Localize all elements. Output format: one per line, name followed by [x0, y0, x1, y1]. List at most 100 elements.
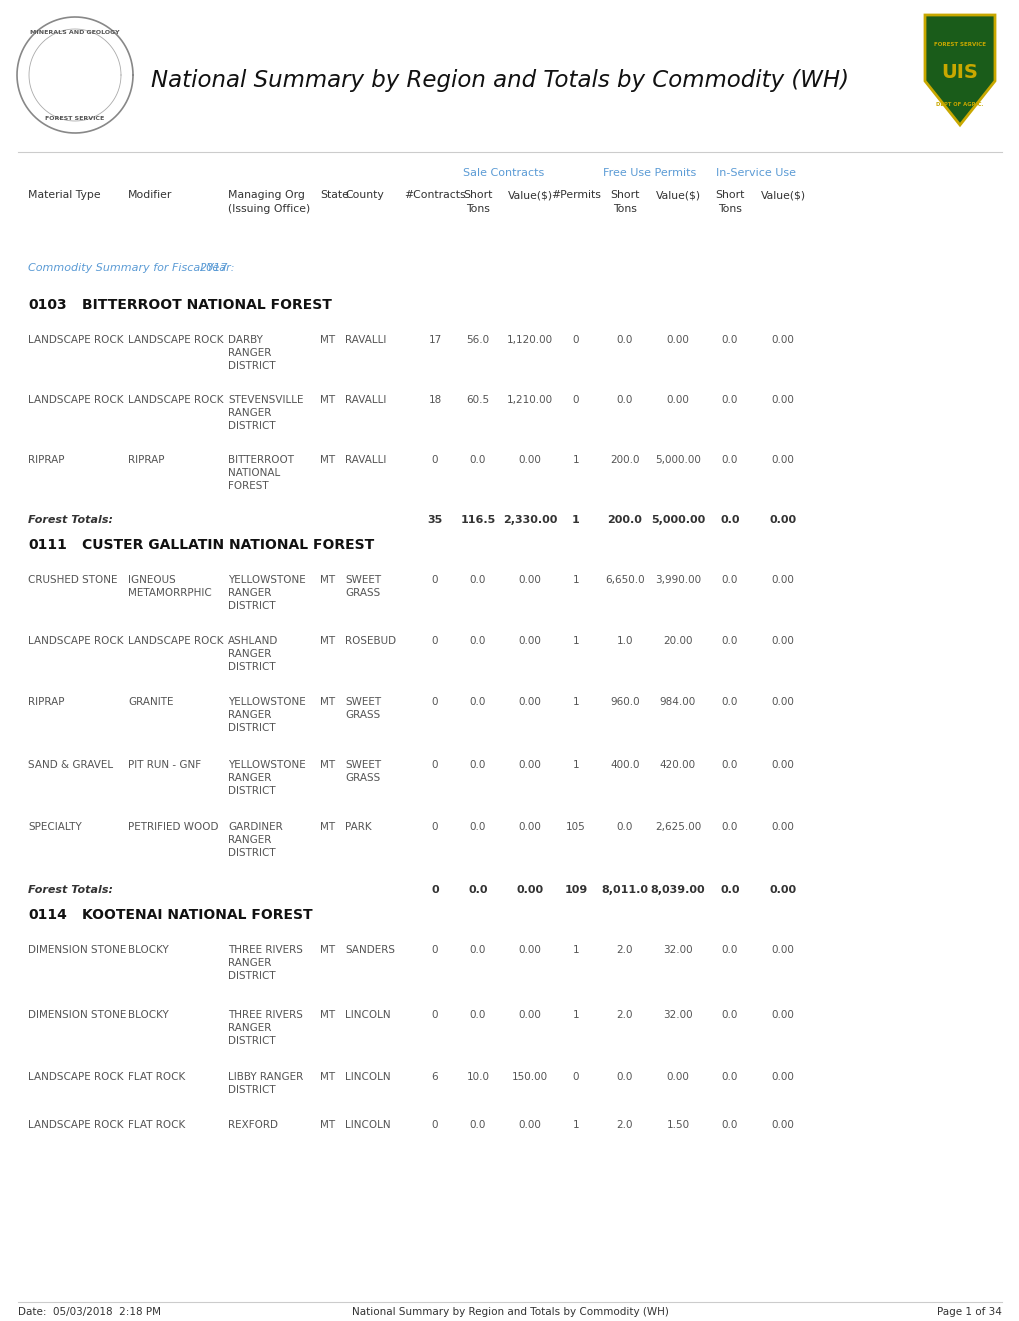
Text: 0.0: 0.0	[470, 635, 486, 646]
Text: SWEET
GRASS: SWEET GRASS	[344, 575, 381, 598]
Text: Value($): Value($)	[760, 190, 805, 199]
Text: BITTERROOT
NATIONAL
FOREST: BITTERROOT NATIONAL FOREST	[228, 454, 293, 491]
Text: GARDINER
RANGER
DISTRICT: GARDINER RANGER DISTRICT	[228, 822, 282, 859]
Text: PETRIFIED WOOD: PETRIFIED WOOD	[127, 822, 218, 832]
Text: 0.0: 0.0	[616, 822, 633, 832]
Text: 0: 0	[431, 635, 438, 646]
Text: 200.0: 200.0	[609, 454, 639, 465]
Text: LANDSCAPE ROCK: LANDSCAPE ROCK	[28, 1120, 123, 1129]
Text: LANDSCAPE ROCK: LANDSCAPE ROCK	[28, 395, 123, 406]
Text: 200.0: 200.0	[607, 515, 642, 524]
Text: 0.0: 0.0	[721, 635, 738, 646]
Text: 0.00: 0.00	[518, 1011, 541, 1020]
Text: 0: 0	[431, 822, 438, 832]
Text: 0.00: 0.00	[518, 575, 541, 585]
Text: 0: 0	[431, 760, 438, 770]
Text: LINCOLN: LINCOLN	[344, 1120, 390, 1129]
Text: 0.00: 0.00	[770, 635, 794, 646]
Text: 0.00: 0.00	[770, 1073, 794, 1082]
Text: 2,625.00: 2,625.00	[654, 822, 700, 832]
Text: ROSEBUD: ROSEBUD	[344, 635, 395, 646]
Text: 0.00: 0.00	[518, 454, 541, 465]
Text: LINCOLN: LINCOLN	[344, 1011, 390, 1020]
Text: 1: 1	[572, 1011, 579, 1020]
Text: 0.0: 0.0	[470, 1120, 486, 1129]
Text: BLOCKY: BLOCKY	[127, 945, 168, 955]
Text: 0: 0	[431, 885, 438, 896]
Text: 0.00: 0.00	[518, 697, 541, 707]
Text: 0: 0	[431, 575, 438, 585]
Text: 0.00: 0.00	[518, 822, 541, 832]
Text: YELLOWSTONE
RANGER
DISTRICT: YELLOWSTONE RANGER DISTRICT	[228, 575, 306, 612]
Text: 0.0: 0.0	[470, 760, 486, 770]
Text: MT: MT	[320, 395, 335, 406]
Text: 105: 105	[566, 822, 585, 832]
Text: 2017: 2017	[200, 263, 228, 273]
Text: Modifier: Modifier	[127, 190, 172, 199]
Polygon shape	[924, 15, 994, 125]
Text: 60.5: 60.5	[466, 395, 489, 406]
Text: Free Use Permits: Free Use Permits	[603, 168, 696, 178]
Text: FLAT ROCK: FLAT ROCK	[127, 1073, 185, 1082]
Text: 0.0: 0.0	[721, 395, 738, 406]
Text: 0.00: 0.00	[770, 454, 794, 465]
Text: LANDSCAPE ROCK: LANDSCAPE ROCK	[28, 1073, 123, 1082]
Text: MT: MT	[320, 760, 335, 770]
Text: Forest Totals:: Forest Totals:	[28, 885, 113, 896]
Text: 2,330.00: 2,330.00	[502, 515, 556, 524]
Text: MT: MT	[320, 822, 335, 832]
Text: 1: 1	[572, 697, 579, 707]
Text: 5,000.00: 5,000.00	[654, 454, 700, 465]
Text: 32.00: 32.00	[662, 1011, 692, 1020]
Text: 150.00: 150.00	[512, 1073, 547, 1082]
Text: KOOTENAI NATIONAL FOREST: KOOTENAI NATIONAL FOREST	[82, 908, 312, 922]
Text: THREE RIVERS
RANGER
DISTRICT: THREE RIVERS RANGER DISTRICT	[228, 1011, 303, 1046]
Text: 0: 0	[431, 1120, 438, 1129]
Text: RIPRAP: RIPRAP	[127, 454, 164, 465]
Text: ASHLAND
RANGER
DISTRICT: ASHLAND RANGER DISTRICT	[228, 635, 278, 672]
Text: 0.00: 0.00	[768, 885, 796, 896]
Text: SANDERS: SANDERS	[344, 945, 394, 955]
Text: 0.00: 0.00	[770, 697, 794, 707]
Text: 1: 1	[572, 454, 579, 465]
Text: 8,039.00: 8,039.00	[650, 885, 704, 896]
Text: 0: 0	[431, 1011, 438, 1020]
Text: 32.00: 32.00	[662, 945, 692, 955]
Text: 0.0: 0.0	[470, 697, 486, 707]
Text: DEPT OF AGRIC.: DEPT OF AGRIC.	[935, 103, 982, 107]
Text: 0.0: 0.0	[470, 1011, 486, 1020]
Text: Date:  05/03/2018  2:18 PM: Date: 05/03/2018 2:18 PM	[18, 1306, 161, 1317]
Text: 0.00: 0.00	[770, 822, 794, 832]
Text: Value($): Value($)	[655, 190, 700, 199]
Text: BLOCKY: BLOCKY	[127, 1011, 168, 1020]
Text: DIMENSION STONE: DIMENSION STONE	[28, 1011, 126, 1020]
Text: #Permits: #Permits	[550, 190, 600, 199]
Text: RIPRAP: RIPRAP	[28, 697, 64, 707]
Text: 2.0: 2.0	[616, 1120, 633, 1129]
Text: MT: MT	[320, 1073, 335, 1082]
Text: 0.0: 0.0	[721, 760, 738, 770]
Text: 0.0: 0.0	[721, 697, 738, 707]
Text: Managing Org
(Issuing Office): Managing Org (Issuing Office)	[228, 190, 310, 214]
Text: 1,120.00: 1,120.00	[506, 336, 552, 345]
Text: 0: 0	[573, 336, 579, 345]
Text: UⅠS: UⅠS	[941, 62, 977, 82]
Text: 0: 0	[573, 1073, 579, 1082]
Text: 0.0: 0.0	[616, 336, 633, 345]
Text: LANDSCAPE ROCK: LANDSCAPE ROCK	[127, 336, 223, 345]
Text: PARK: PARK	[344, 822, 371, 832]
Text: LANDSCAPE ROCK: LANDSCAPE ROCK	[28, 336, 123, 345]
Text: MT: MT	[320, 575, 335, 585]
Text: SWEET
GRASS: SWEET GRASS	[344, 697, 381, 720]
Text: 18: 18	[428, 395, 441, 406]
Text: 0.0: 0.0	[721, 1073, 738, 1082]
Text: LANDSCAPE ROCK: LANDSCAPE ROCK	[28, 635, 123, 646]
Text: MT: MT	[320, 1120, 335, 1129]
Text: YELLOWSTONE
RANGER
DISTRICT: YELLOWSTONE RANGER DISTRICT	[228, 760, 306, 797]
Text: 1: 1	[572, 1120, 579, 1129]
Text: 0.00: 0.00	[768, 515, 796, 524]
Text: 3,990.00: 3,990.00	[654, 575, 700, 585]
Text: YELLOWSTONE
RANGER
DISTRICT: YELLOWSTONE RANGER DISTRICT	[228, 697, 306, 733]
Text: Short
Tons: Short Tons	[609, 190, 639, 214]
Text: 0.00: 0.00	[516, 885, 543, 896]
